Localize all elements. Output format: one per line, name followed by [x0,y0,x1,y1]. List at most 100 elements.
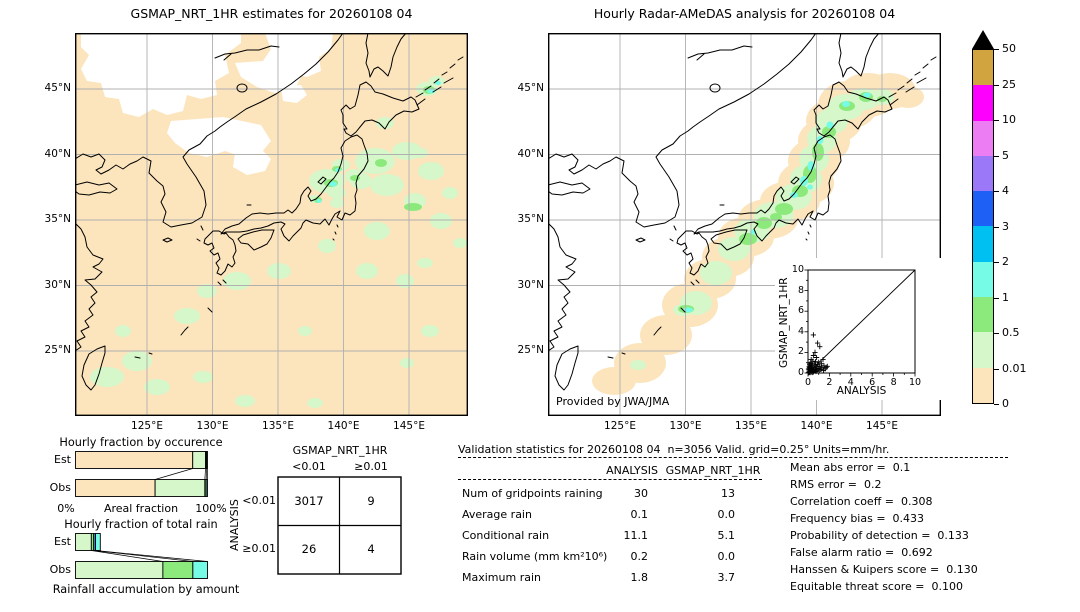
scatter-xlabel: ANALYSIS [836,385,887,397]
stat-row-value: 30 [634,487,648,500]
lon-tick-label: 135°E [262,420,294,432]
colorbar-tick-label: 0.5 [1002,326,1020,339]
scatter-plot [804,269,916,377]
colorbar-tick [994,49,999,51]
rain-moderate [770,213,782,221]
bar-row-label: Est [54,535,71,548]
scatter-point [817,344,823,350]
connector-line [95,550,208,562]
colorbar-tick-label: 1 [1002,290,1009,304]
rain-light [700,261,732,285]
no-data-region [81,33,241,117]
scatter-point [810,369,816,375]
stat-row-value: 0.1 [630,508,649,521]
rain-heavy [329,181,337,187]
rain-light [421,325,439,337]
lon-tick-label: 125°E [131,420,163,432]
colorbar-tick-label: 10 [1002,113,1016,126]
colorbar-tick-label: 25 [1002,77,1016,91]
occurrence-x-tick-100: 100% [195,502,227,515]
no-data-region [167,117,271,157]
bar-row-label: Est [54,453,71,466]
colorbar-tick-label: 0.01 [1002,361,1027,375]
rain-light [115,325,131,337]
score-line: Probability of detection = 0.133 [790,529,969,542]
scatter-y-tick-label: 4 [797,325,804,337]
scatter-point [812,359,819,365]
rain-light [307,398,323,408]
radar-coverage [892,86,924,108]
scatter-point [810,352,816,359]
rain-light [396,274,414,288]
contingency-col-label: <0.01 [292,460,326,473]
occurrence-chart [75,451,208,497]
rain-light [318,239,336,253]
rain-light [376,117,394,129]
lon-tick-label: 135°E [735,420,767,432]
stat-row-label: Maximum rain [462,571,541,584]
score-line: Mean abs error = 0.1 [790,461,911,474]
scatter-point [814,355,820,361]
colorbar-segment [973,332,993,368]
rain-light [453,238,467,248]
rain-light [235,395,255,407]
lon-tick-label: 125°E [604,420,636,432]
score-line: False alarm ratio = 0.692 [790,546,933,559]
bar-segment-<0.01 [75,479,156,497]
rain-light [298,326,312,336]
lat-tick-label: 45°N [517,82,544,94]
rain-light [174,308,200,324]
colorbar-tick [994,297,999,299]
rain-light [442,187,458,199]
validation-title: Validation statistics for 20260108 04 n=… [458,443,890,456]
scatter-y-tick-label: 6 [797,305,804,317]
colorbar-segment [973,226,993,262]
gridlines [75,33,468,416]
scatter-inset: GSMAP_NRT_1HR ANALYSIS 0 0 2 2 4 4 6 6 8 8 10 10 [775,258,941,400]
connector-line [204,468,206,480]
scatter-point [816,359,822,365]
lon-tick-label: 145°E [866,420,898,432]
bar-segment-0.01-0.5 [75,533,92,551]
lat-tick-label: 45°N [44,82,71,94]
stat-row-value: 5.1 [717,529,736,542]
rain-moderate [375,159,387,167]
colorbar-tick [994,120,999,122]
contingency-cell: 9 [367,494,375,508]
colorbar-tick-label: 3 [1002,219,1009,233]
bar-segment-1-2 [95,533,101,551]
rain-heavy [316,199,322,203]
rain-moderate [739,233,757,245]
contingency-row-label: ≥0.01 [242,542,276,555]
scatter-x-tick-label: 8 [890,377,897,388]
rain-moderate [404,203,422,211]
occurrence-x-tick-0: 0% [57,502,75,515]
total-rain-caption: Rainfall accumulation by amount [52,583,240,596]
rain-light [418,162,444,180]
rain-moderate [812,143,824,161]
scatter-point [809,362,815,368]
scatter-point [823,364,829,370]
stat-row-label: Conditional rain [462,529,550,542]
stat-row-value: 0.0 [717,508,736,521]
stat-row-value: 0.0 [717,550,736,563]
scatter-x-tick-label: 4 [847,377,854,388]
bar-segment-0.01-0.5 [154,479,206,497]
colorbar-segment [973,191,993,227]
colorbar-segment [973,85,993,121]
bar-segment-1-2 [206,451,208,469]
colorbar-tick-label: 4 [1002,184,1009,197]
rain-light [417,258,433,268]
scatter-point [805,366,812,372]
colorbar-tick [994,262,999,264]
colorbar-tick [994,404,999,406]
map-border [548,33,941,416]
lat-tick-label: 25°N [517,344,544,356]
left-map-title: GSMAP_NRT_1HR estimates for 20260108 04 [130,6,413,21]
colorbar-overflow-triangle [972,30,994,49]
connector-line [155,468,193,480]
scatter-y-tick-label: 0 [797,367,804,378]
bar-row-label: Obs [49,481,71,494]
lat-tick-label: 30°N [517,278,544,291]
